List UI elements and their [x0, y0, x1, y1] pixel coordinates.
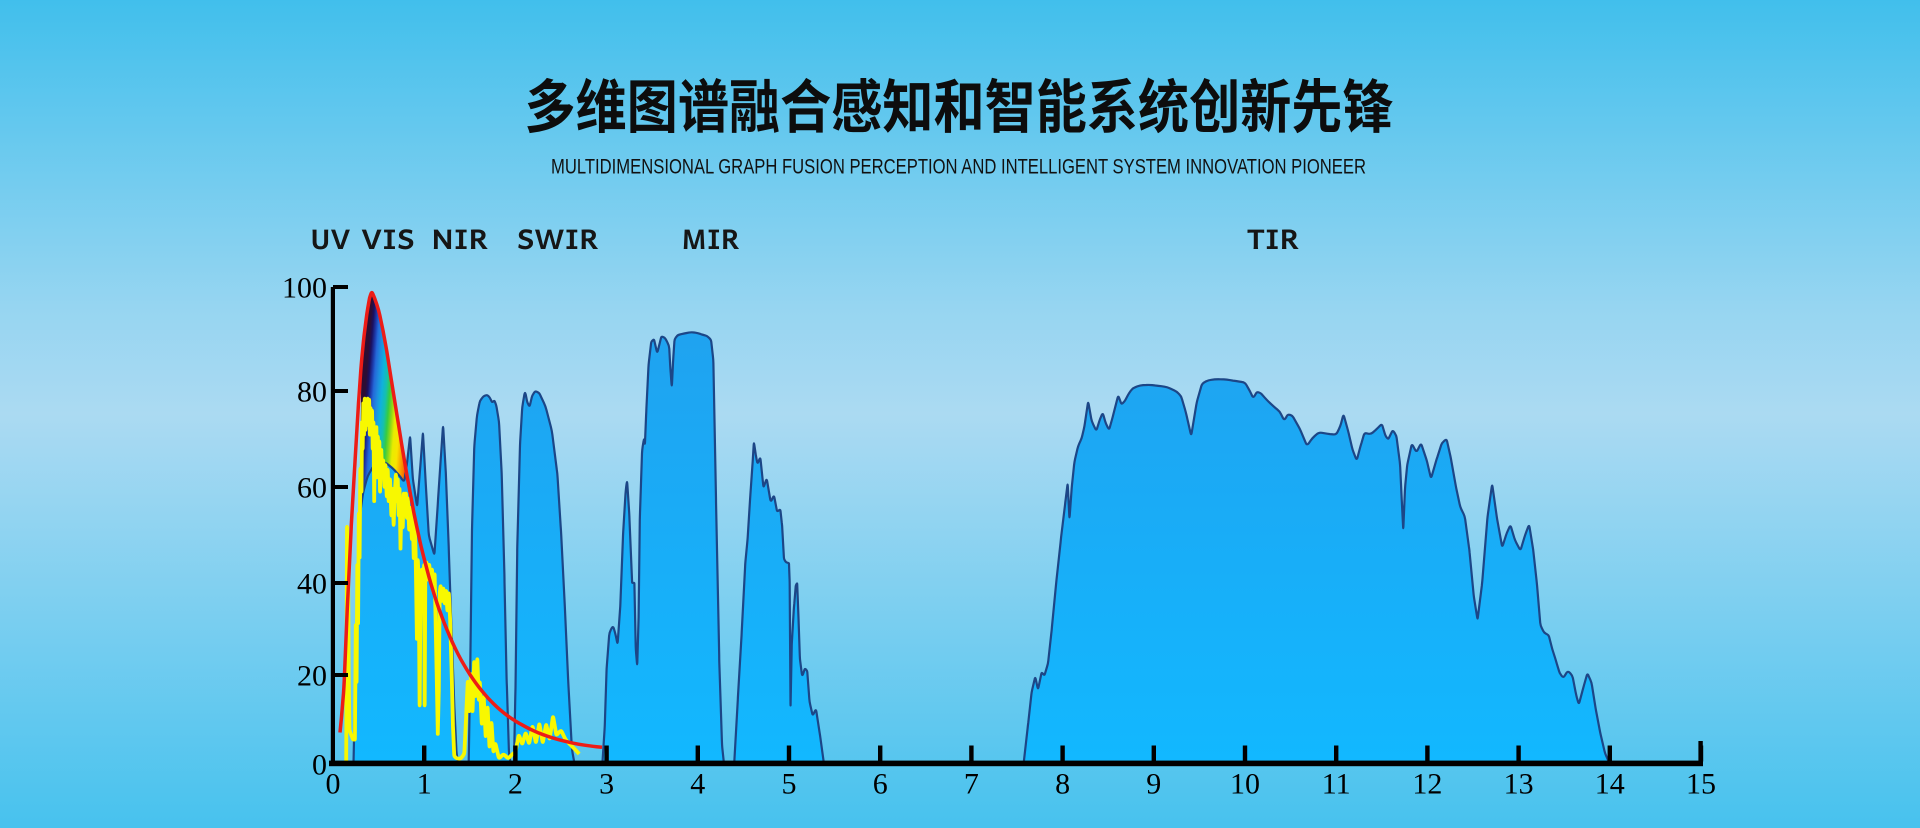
svg-text:MULTIDIMENSIONAL GRAPH FUSION: MULTIDIMENSIONAL GRAPH FUSION PERCEPTION… — [551, 156, 1366, 179]
svg-text:9: 9 — [1146, 768, 1161, 801]
svg-text:80: 80 — [297, 376, 327, 409]
svg-text:11: 11 — [1322, 768, 1351, 801]
svg-text:12: 12 — [1412, 768, 1442, 801]
svg-text:20: 20 — [297, 660, 327, 693]
svg-text:40: 40 — [297, 568, 327, 601]
svg-text:7: 7 — [964, 768, 979, 801]
svg-text:1: 1 — [417, 768, 432, 801]
svg-text:6: 6 — [873, 768, 888, 801]
svg-text:100: 100 — [282, 272, 327, 305]
svg-text:4: 4 — [690, 768, 705, 801]
svg-text:5: 5 — [782, 768, 797, 801]
svg-text:14: 14 — [1595, 768, 1625, 801]
svg-text:13: 13 — [1504, 768, 1534, 801]
svg-text:3: 3 — [599, 768, 614, 801]
svg-text:0: 0 — [326, 768, 341, 801]
svg-text:0: 0 — [312, 749, 327, 782]
svg-text:10: 10 — [1230, 768, 1260, 801]
svg-text:60: 60 — [297, 472, 327, 505]
svg-text:8: 8 — [1055, 768, 1070, 801]
svg-text:15: 15 — [1686, 768, 1716, 801]
svg-text:2: 2 — [508, 768, 523, 801]
